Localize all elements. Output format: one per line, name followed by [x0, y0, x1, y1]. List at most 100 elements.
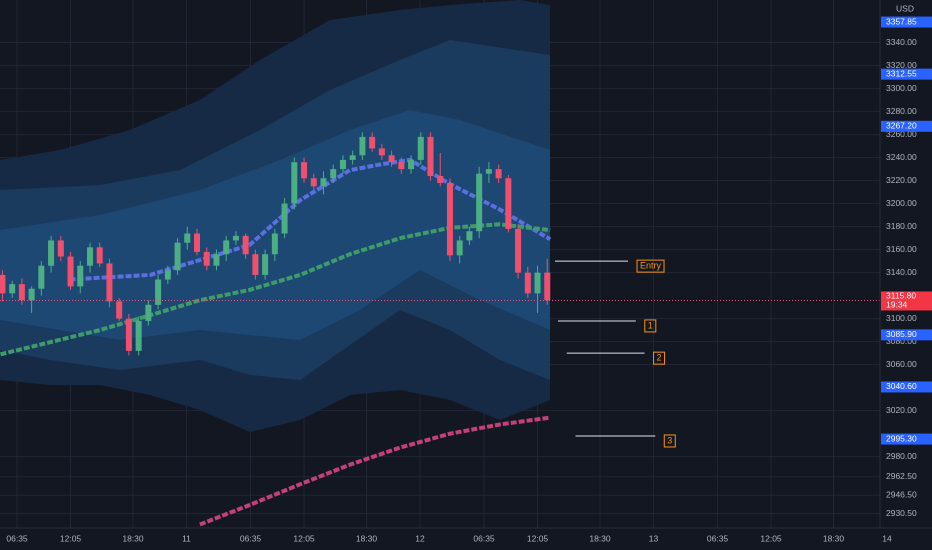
candle-body: [135, 320, 142, 351]
candle-body: [398, 162, 405, 170]
y-tick-label: 3340.00: [886, 37, 917, 47]
price-tag-label: 2995.30: [886, 433, 917, 443]
candle-body: [310, 178, 317, 187]
y-tick-label: 3020.00: [886, 405, 917, 415]
candle-body: [106, 263, 113, 302]
candle-body: [48, 240, 55, 266]
candle-body: [271, 233, 278, 255]
y-tick-label: 3260.00: [886, 129, 917, 139]
level-label-box: [636, 259, 665, 273]
candle-body: [67, 256, 74, 287]
candle-body: [203, 251, 210, 266]
candle-body: [339, 159, 346, 170]
candle-body: [28, 288, 35, 301]
candle-body: [524, 272, 531, 294]
price-tag: [881, 68, 932, 80]
x-tick-label: 18:30: [589, 533, 611, 543]
y-tick-label: 3200.00: [886, 198, 917, 208]
moving-average: [69, 157, 552, 282]
candle-body: [485, 169, 492, 174]
price-tag: [881, 120, 932, 132]
x-tick-label: 12: [415, 533, 425, 543]
y-tick-label: 3220.00: [886, 175, 917, 185]
level-label-box: [644, 319, 657, 333]
x-tick-label: 12:05: [760, 533, 782, 543]
candle-body: [427, 136, 434, 176]
candle-body: [96, 247, 103, 264]
countdown-label: 19:34: [886, 300, 908, 310]
candle-body: [155, 279, 162, 305]
price-tag: [881, 381, 932, 393]
candle-body: [125, 318, 132, 351]
candle-body: [232, 235, 239, 241]
y-tick-label: 3180.00: [886, 221, 917, 231]
y-tick-label: 3240.00: [886, 152, 917, 162]
candle-body: [86, 247, 93, 266]
y-tick-label: 3280.00: [886, 106, 917, 116]
current-price-tag: [881, 291, 932, 311]
level-label: 1: [648, 320, 653, 330]
x-tick-label: 13: [649, 533, 659, 543]
candle-body: [349, 155, 356, 160]
candle-body: [242, 235, 249, 255]
x-tick-label: 06:35: [6, 533, 28, 543]
candle-body: [446, 182, 453, 256]
candle-body: [164, 270, 171, 280]
y-tick-label: 3160.00: [886, 244, 917, 254]
candle-body: [57, 240, 64, 257]
candle-body: [320, 178, 327, 187]
y-tick-label: 3060.00: [886, 359, 917, 369]
candle-body: [184, 233, 191, 243]
candle-body: [291, 162, 298, 204]
candle-body: [145, 304, 152, 321]
candle-body: [544, 272, 551, 301]
candle-body: [388, 155, 395, 163]
x-tick-label: 12:05: [60, 533, 82, 543]
candle-body: [262, 254, 269, 275]
level-label-box: [653, 351, 666, 365]
price-tag: [881, 433, 932, 445]
candle-body: [534, 272, 541, 294]
price-axis: [880, 0, 932, 550]
candle-body: [194, 233, 201, 252]
y-tick-label: 3080.00: [886, 336, 917, 346]
y-tick-label: 3140.00: [886, 267, 917, 277]
x-tick-label: 12:05: [527, 533, 549, 543]
y-tick-label: 3100.00: [886, 313, 917, 323]
axis-labels: 3340.00 3320.00 3300.00 3280.00 3260.00 3240.…: [6, 16, 932, 543]
candle-body: [0, 274, 6, 294]
candle-body: [38, 265, 45, 289]
candle-body: [330, 169, 337, 179]
candle-body: [369, 136, 376, 149]
x-tick-label: 06:35: [707, 533, 729, 543]
candle-body: [378, 148, 385, 156]
candle-body: [495, 169, 502, 179]
level-label: 2: [657, 353, 662, 363]
x-tick-label: 18:30: [356, 533, 378, 543]
x-tick-label: 06:35: [473, 533, 495, 543]
y-tick-label: 2946.50: [886, 489, 917, 499]
candle-body: [174, 242, 181, 271]
level-label: Entry: [640, 260, 662, 270]
price-tag-label: 3312.55: [886, 68, 917, 78]
candle-body: [116, 301, 123, 319]
y-tick-label: 2930.50: [886, 508, 917, 518]
candle-body: [213, 254, 220, 266]
y-tick-label: 2962.50: [886, 471, 917, 481]
y-tick-label: 3300.00: [886, 83, 917, 93]
candle-body: [437, 176, 444, 183]
price-tag-label: 3040.60: [886, 381, 917, 391]
candle-body: [359, 136, 366, 156]
moving-average: [0, 222, 551, 357]
currency: USD: [896, 3, 914, 13]
x-tick-label: 06:35: [240, 533, 262, 543]
x-tick-label: 18:30: [823, 533, 845, 543]
marks: Entry 1 2 3: [0, 132, 880, 527]
candle-body: [252, 254, 259, 275]
price-tag-label: 3085.90: [886, 329, 917, 339]
candle-body: [301, 162, 308, 179]
candle-body: [77, 265, 84, 287]
price-tag-label: 3357.85: [886, 16, 917, 26]
candle-body: [456, 240, 463, 256]
